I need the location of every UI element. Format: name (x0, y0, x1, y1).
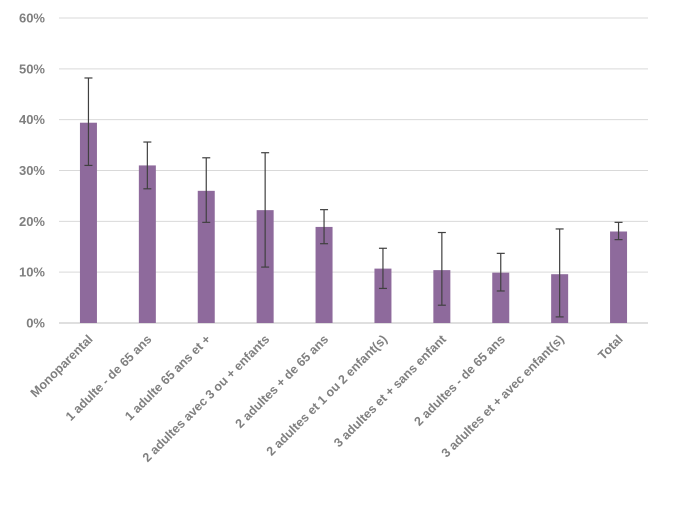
bars (79, 122, 628, 323)
error-bar (202, 157, 211, 223)
y-tick-label: 30% (19, 163, 45, 178)
y-tick-label: 20% (19, 214, 45, 229)
error-bar (496, 252, 505, 292)
x-category-label: Monoparental (28, 332, 96, 400)
bar (197, 190, 215, 323)
error-bar (143, 141, 152, 190)
y-tick-label: 40% (19, 112, 45, 127)
error-bar (614, 221, 623, 241)
bar (492, 272, 510, 323)
x-category-label: Total (595, 332, 625, 362)
x-category-label: 3 adultes et + sans enfant (331, 332, 449, 450)
bar (79, 122, 97, 323)
error-bar (84, 77, 93, 167)
y-tick-label: 10% (19, 265, 45, 280)
y-tick-label: 0% (26, 316, 45, 331)
bar (138, 165, 156, 323)
error-bar (378, 247, 387, 290)
gridlines (59, 17, 648, 324)
y-tick-label: 60% (19, 11, 45, 26)
y-tick-label: 50% (19, 61, 45, 76)
bar (374, 268, 392, 323)
x-category-label: 3 adultes et + avec enfant(s) (439, 332, 567, 460)
bar (315, 226, 333, 323)
y-axis-ticks: 0% 10% 20% 30% 40% 50% 60% (19, 11, 45, 331)
bar (610, 231, 628, 323)
error-bar (320, 209, 329, 245)
error-bar (437, 231, 446, 306)
error-bars (84, 77, 623, 318)
x-category-label: 2 adultes avec 3 ou + enfants (140, 332, 272, 464)
x-category-label: 2 adultes et 1 ou 2 enfant(s) (264, 332, 390, 458)
error-bar (261, 152, 270, 268)
error-bar (555, 228, 564, 318)
